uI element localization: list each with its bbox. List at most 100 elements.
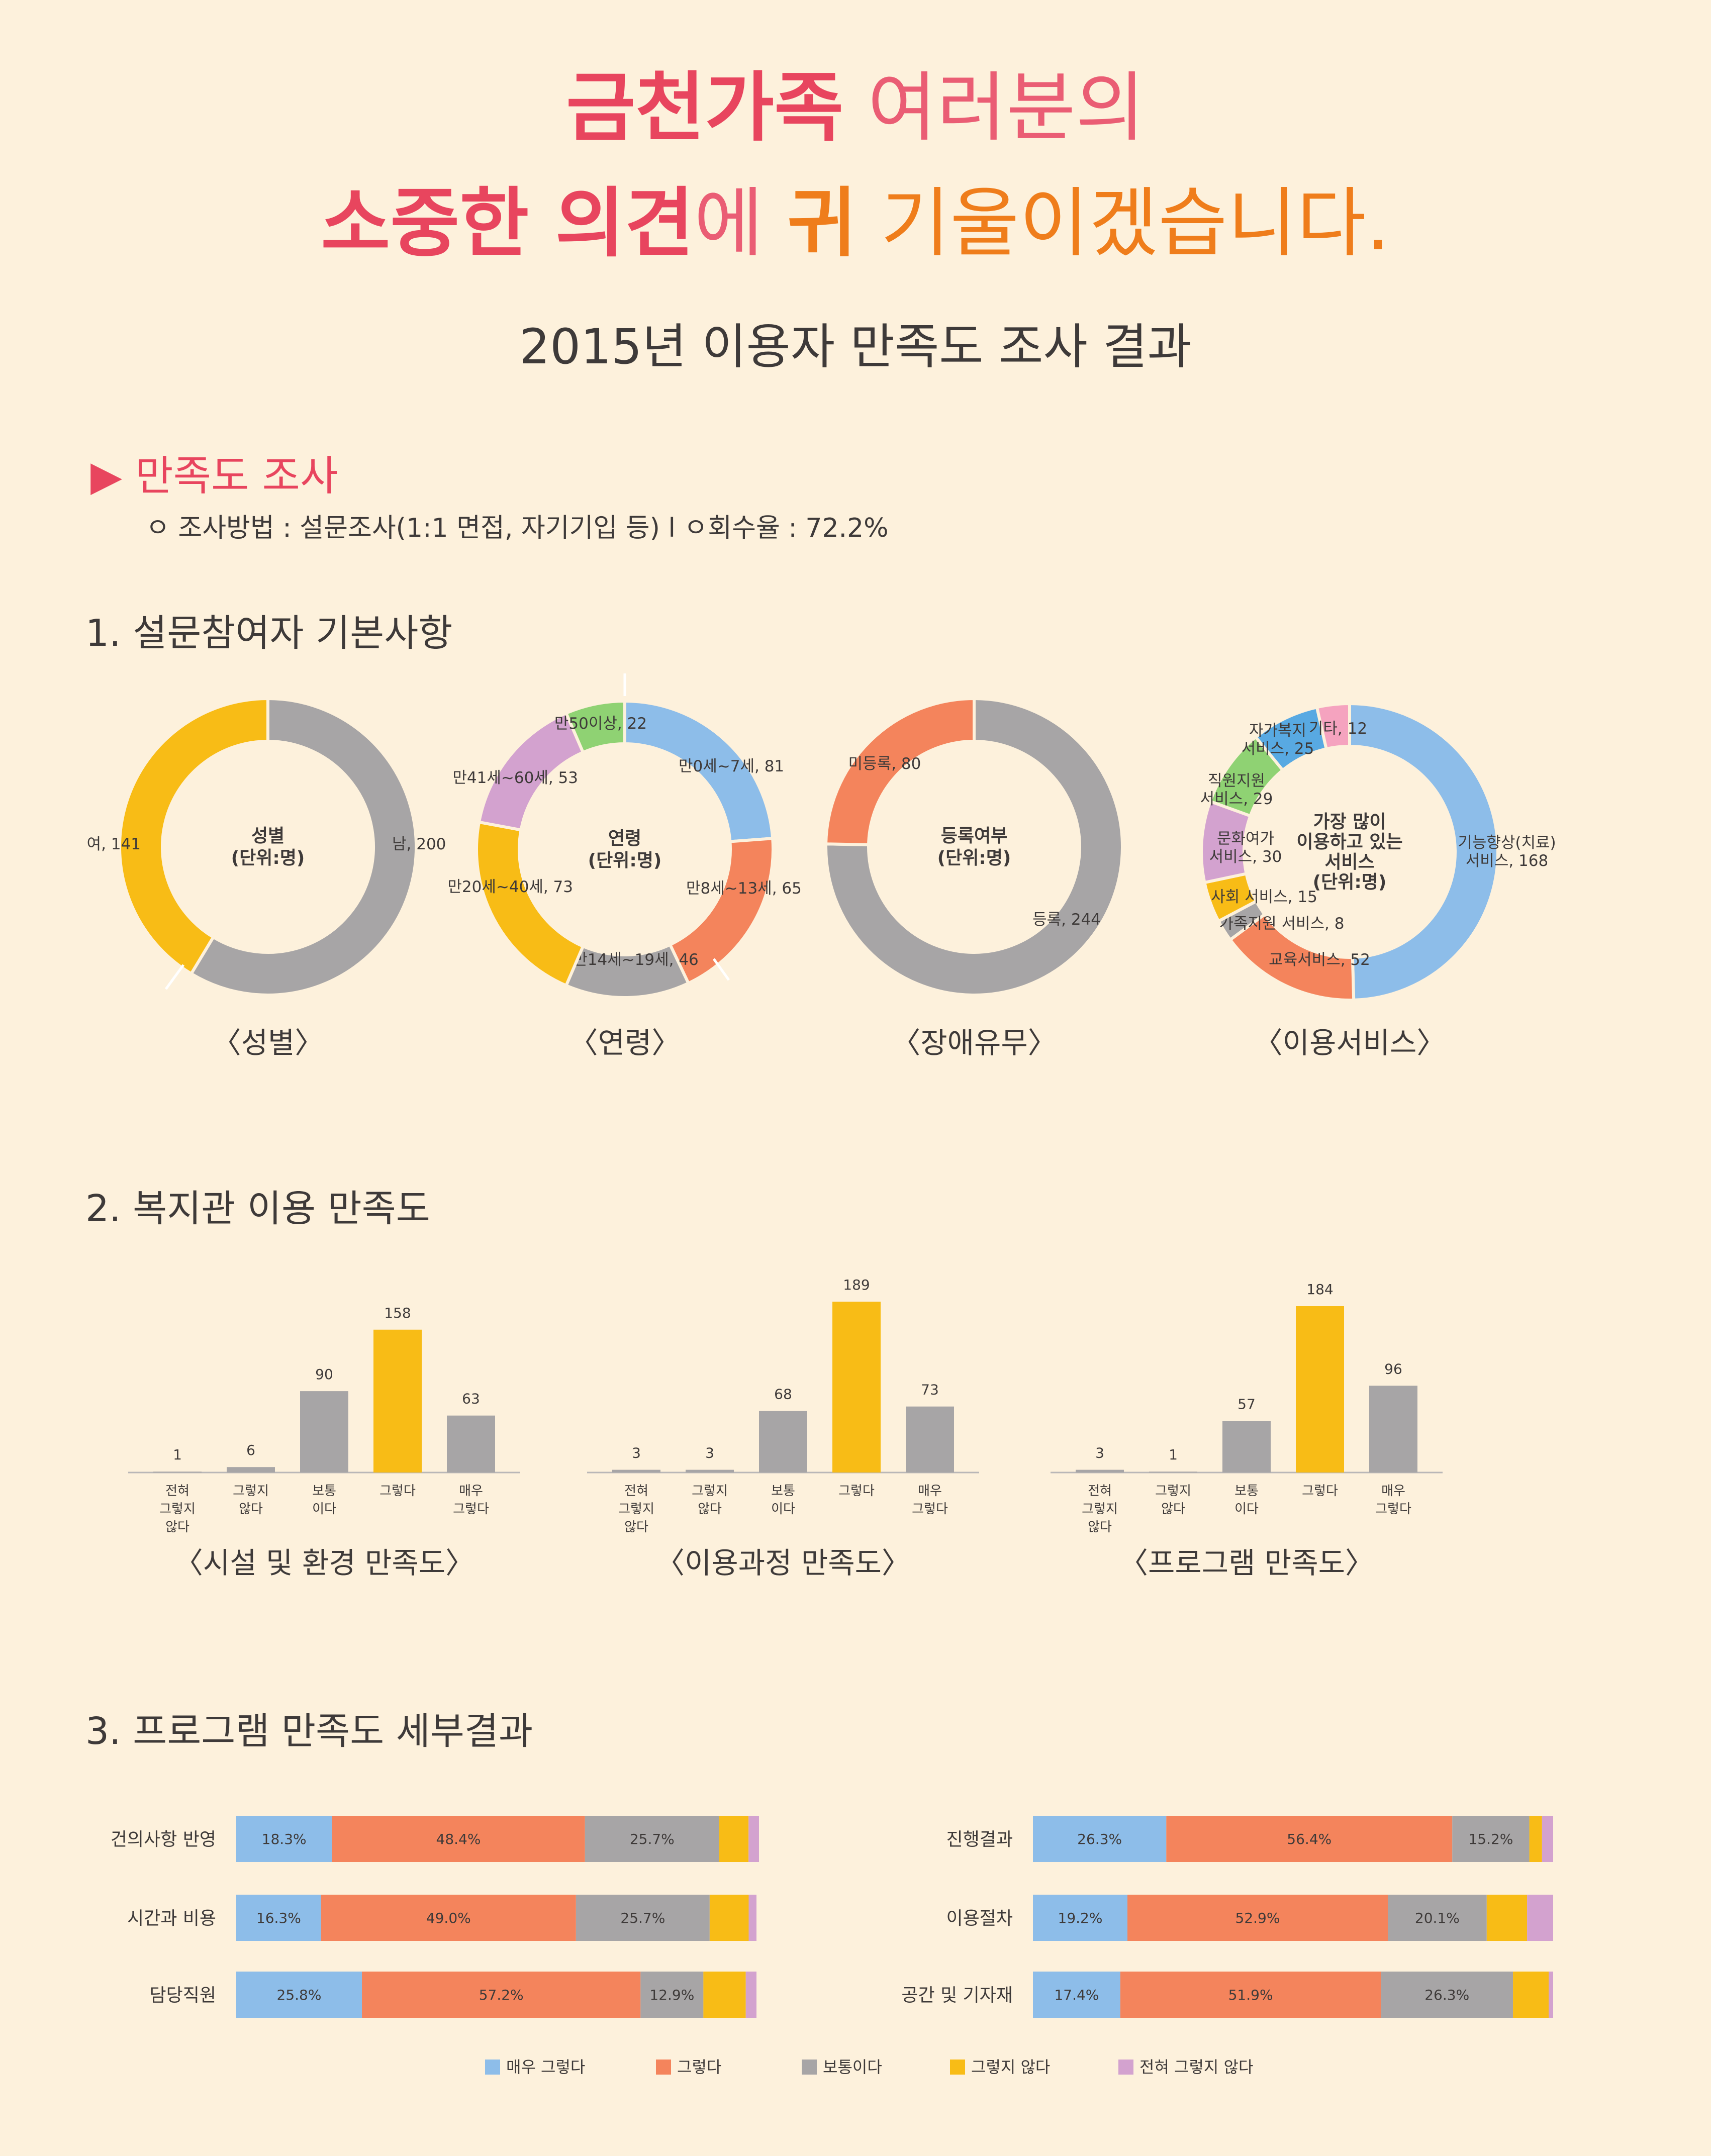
segment-label: 26.3%: [1424, 1987, 1469, 2003]
bar-category-label: 이다: [312, 1502, 336, 1517]
bar-value-label: 158: [384, 1305, 411, 1321]
bar-category-label: 매우: [918, 1484, 942, 1499]
stacked-segment: [1513, 1972, 1549, 2018]
slice-label: 만50이상, 22: [554, 715, 647, 733]
stacked-segment: [748, 1895, 756, 1941]
chart-caption: 〈성별〉: [212, 1026, 324, 1060]
bar-category-label: 이다: [771, 1502, 795, 1517]
segment-label: 25.8%: [277, 1987, 322, 2003]
bar-category-label: 않다: [1088, 1520, 1112, 1535]
donut-center-label: (단위:명): [588, 850, 662, 871]
stacked-segment: [745, 1972, 756, 2018]
stacked-segment: [1486, 1895, 1528, 1941]
row-label: 공간 및 기자재: [901, 1985, 1013, 2006]
legend-swatch: [1118, 2060, 1133, 2075]
stacked-segment: [1033, 1816, 1167, 1862]
stacked-segment: [321, 1895, 576, 1941]
segment-label: 48.4%: [436, 1831, 481, 1847]
chart-caption: 〈장애유무〉: [891, 1026, 1057, 1060]
stacked-segment: [1033, 1895, 1128, 1941]
bar-category-label: 보통: [1234, 1484, 1259, 1499]
divider-line: [164, 964, 185, 990]
stacked-segment: [585, 1816, 719, 1862]
donut-center-label: (단위:명): [1313, 872, 1387, 893]
stacked-segment: [1033, 1972, 1120, 2018]
bar-value-label: 3: [632, 1445, 641, 1461]
segment-label: 12.9%: [649, 1987, 694, 2003]
bar-category-label: 전혀: [1088, 1484, 1112, 1499]
stacked-segment: [709, 1895, 749, 1941]
donut-center-label: 연령: [608, 828, 641, 849]
bar: [1222, 1421, 1271, 1473]
stacked-segment: [1527, 1895, 1553, 1941]
bar-value-label: 63: [462, 1391, 480, 1407]
slice-label: 만41세~60세, 53: [452, 769, 578, 787]
segment-label: 52.9%: [1235, 1910, 1280, 1926]
stacked-segment: [576, 1895, 710, 1941]
title-line-2: 소중한 의견에 귀 기울이겠습니다.: [0, 186, 1711, 261]
bar-category-label: 매우: [459, 1484, 483, 1499]
slice-label: 기능향상(치료) 서비스, 168: [1458, 834, 1556, 870]
bar-value-label: 73: [921, 1382, 939, 1398]
bar-value-label: 68: [774, 1386, 792, 1403]
legend-label: 보통이다: [823, 2057, 882, 2077]
title-text-orange: 기울이겠습니다.: [857, 180, 1390, 267]
survey-method: ㅇ 조사방법 : 설문조사(1:1 면접, 자기기입 등) l ㅇ회수율 : 7…: [146, 513, 889, 543]
bar-category-label: 않다: [165, 1520, 189, 1535]
bar-category-label: 보통: [771, 1484, 795, 1499]
bar-category-label: 그렇다: [1302, 1484, 1338, 1499]
title-text: 여러분의: [843, 64, 1145, 152]
bar: [686, 1469, 734, 1473]
bar-value-label: 90: [315, 1366, 333, 1383]
bar-value-label: 1: [1169, 1446, 1178, 1463]
segment-label: 19.2%: [1058, 1910, 1103, 1926]
bar-value-label: 96: [1384, 1360, 1402, 1377]
bar: [1369, 1386, 1417, 1473]
bar: [373, 1329, 422, 1473]
donut-slice: [824, 697, 976, 846]
legend-label: 그렇지 않다: [971, 2057, 1050, 2077]
stacked-segment: [1120, 1972, 1381, 2018]
slice-label: 등록, 244: [1032, 911, 1101, 929]
segment-label: 56.4%: [1287, 1831, 1332, 1847]
row-label: 시간과 비용: [127, 1908, 216, 1929]
bar-value-label: 57: [1238, 1396, 1256, 1412]
bar-category-label: 그렇다: [379, 1484, 416, 1499]
bar-category-label: 매우: [1381, 1484, 1405, 1499]
section-1-title: 1. 설문참여자 기본사항: [85, 612, 453, 655]
bar-category-label: 그렇다: [838, 1484, 875, 1499]
stacked-segment: [1387, 1895, 1487, 1941]
segment-label: 49.0%: [426, 1910, 471, 1926]
title-line-1: 금천가족 여러분의: [0, 70, 1711, 146]
divider-line: [712, 958, 730, 981]
section-3-title: 3. 프로그램 만족도 세부결과: [85, 1710, 533, 1753]
slice-label: 기타, 12: [1309, 720, 1367, 738]
stacked-segment: [236, 1972, 362, 2018]
segment-label: 26.3%: [1077, 1831, 1122, 1847]
bar-category-label: 그렇지: [692, 1484, 728, 1499]
stacked-segment: [1549, 1972, 1553, 2018]
page-subtitle: 2015년 이용자 만족도 조사 결과: [519, 319, 1192, 375]
slice-label: 미등록, 80: [848, 755, 921, 773]
title-ear: 귀: [787, 180, 857, 267]
stacked-segment: [1452, 1816, 1530, 1862]
legend-swatch: [656, 2060, 671, 2075]
bar: [612, 1469, 660, 1473]
stacked-segment: [362, 1972, 641, 2018]
chart-caption: 〈이용과정 만족도〉: [655, 1546, 911, 1580]
bar: [832, 1302, 881, 1473]
legend-label: 전혀 그렇지 않다: [1139, 2057, 1253, 2077]
slice-label: 만0세~7세, 81: [679, 757, 784, 775]
bar-category-label: 그렇지: [159, 1502, 196, 1517]
survey-heading: ▶ 만족도 조사: [90, 452, 338, 500]
bar: [227, 1467, 275, 1473]
bar-category-label: 그렇지: [1082, 1502, 1118, 1517]
donut-slice: [564, 699, 626, 755]
title-text: 에: [694, 180, 788, 267]
donut-center-label: 서비스: [1324, 852, 1374, 872]
slice-label: 자가복지 서비스, 25: [1242, 722, 1314, 758]
bar-category-label: 전혀: [165, 1484, 189, 1499]
bar-category-label: 전혀: [624, 1484, 648, 1499]
stacked-segment: [748, 1816, 759, 1862]
